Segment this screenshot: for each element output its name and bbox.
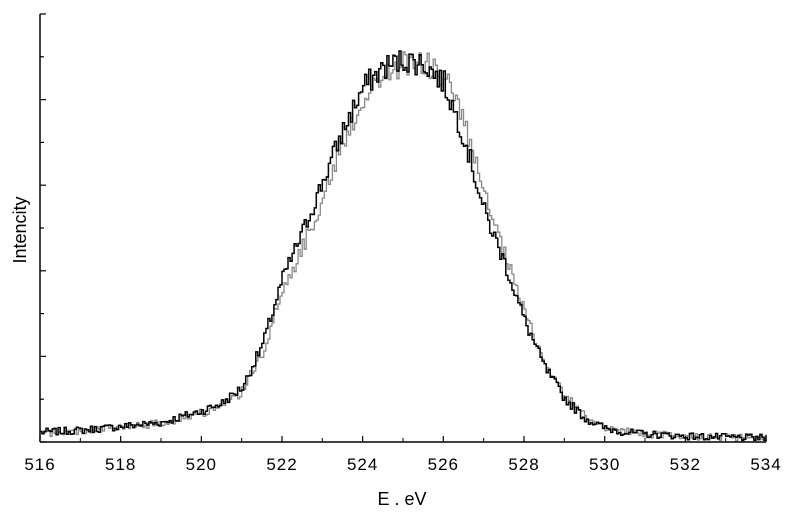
x-tick-label: 522 [266, 455, 297, 474]
x-tick-label: 518 [105, 455, 136, 474]
axes: 516 518 520 522 524 526 528 530 532 534 [24, 13, 781, 474]
x-tick-label: 532 [670, 455, 701, 474]
plot-area [40, 50, 767, 442]
x-tick-label: 524 [347, 455, 378, 474]
x-tick-label: 516 [24, 455, 55, 474]
x-tick-label: 530 [589, 455, 620, 474]
x-axis-title: E . eV [377, 489, 426, 509]
series-line-2 [40, 51, 767, 442]
x-tick-label: 528 [508, 455, 539, 474]
x-tick-label: 520 [186, 455, 217, 474]
y-axis-title: Intencity [10, 196, 30, 263]
x-tick-label: 526 [428, 455, 459, 474]
x-tick-label: 534 [750, 455, 781, 474]
series-line-1 [40, 50, 767, 442]
